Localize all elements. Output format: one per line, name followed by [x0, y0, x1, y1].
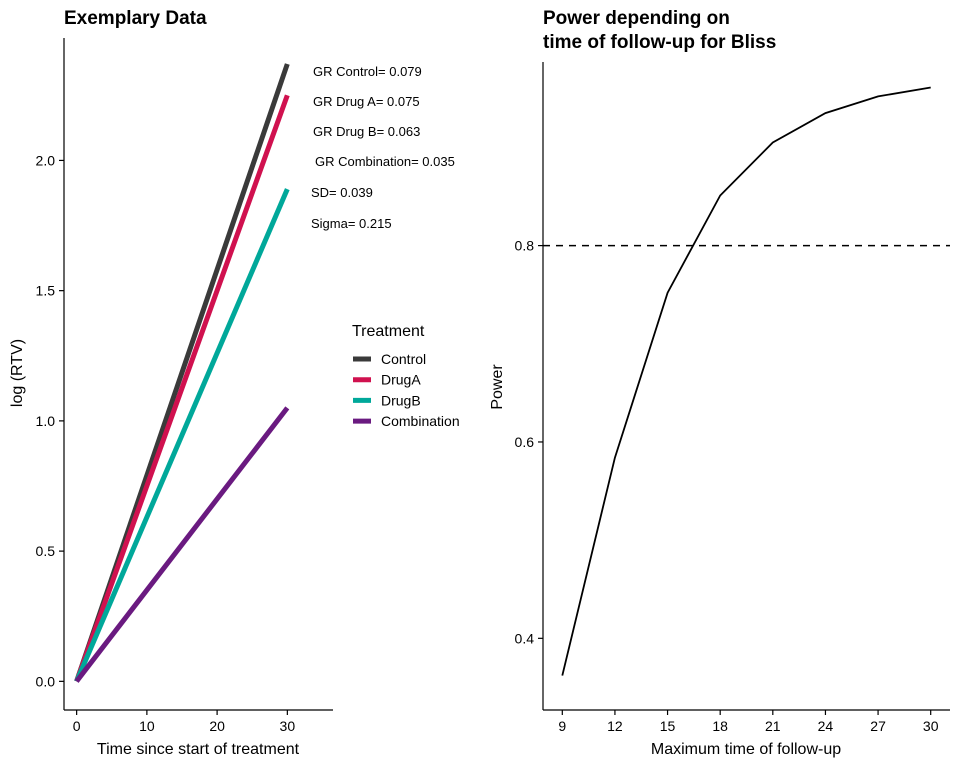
annotation-gr-drug-b: GR Drug B= 0.063: [313, 124, 420, 139]
annotation-sigma: Sigma= 0.215: [311, 216, 392, 231]
panel2-y-ticks: 0.4 0.6 0.8: [515, 238, 543, 646]
panel-power: Power depending on time of follow-up for…: [489, 8, 950, 758]
panel2-x-tick-label: 18: [712, 718, 728, 734]
annotation-gr-control: GR Control= 0.079: [313, 64, 422, 79]
panel1-y-tick-label: 2.0: [36, 152, 56, 168]
legend-label-control: Control: [381, 351, 426, 367]
panel1-y-tick-label: 0.0: [36, 673, 56, 689]
annotation-gr-combination: GR Combination= 0.035: [315, 154, 455, 169]
panel1-series-lines: [74, 63, 290, 683]
series-line-druga: [74, 94, 290, 683]
annotation-gr-drug-a: GR Drug A= 0.075: [313, 94, 420, 109]
panel2-x-ticks: 9 12 15 18 21 24 27 30: [558, 710, 939, 734]
panel1-x-tick-label: 0: [73, 718, 81, 734]
panel2-x-axis-title: Maximum time of follow-up: [651, 741, 841, 758]
legend-label-combination: Combination: [381, 413, 460, 429]
legend-title: Treatment: [352, 323, 425, 340]
panel1-y-tick-label: 1.5: [36, 283, 56, 299]
panel1-y-tick-label: 0.5: [36, 543, 56, 559]
series-line-combination: [74, 406, 290, 683]
panel2-title: Power depending on time of follow-up for…: [543, 8, 776, 53]
panel2-x-tick-label: 30: [923, 718, 939, 734]
panel2-y-tick-label: 0.8: [515, 238, 535, 254]
panel2-title-line-1: Power depending on: [543, 8, 730, 29]
panel2-x-tick-label: 15: [660, 718, 676, 734]
panel1-x-tick-label: 10: [139, 718, 155, 734]
panel2-y-axis-title: Power: [489, 364, 506, 410]
panel1-x-ticks: 0 10 20 30: [73, 710, 296, 734]
panel2-series-lines: [561, 86, 931, 676]
panel1-annotations: GR Control= 0.079 GR Drug A= 0.075 GR Dr…: [311, 64, 455, 231]
panel1-x-tick-label: 20: [209, 718, 225, 734]
series-line-power: [561, 86, 931, 676]
panel1-y-tick-label: 1.0: [36, 413, 56, 429]
panel2-title-line-2: time of follow-up for Bliss: [543, 32, 776, 53]
panel1-x-axis-title: Time since start of treatment: [97, 741, 300, 758]
panel-exemplary-data: Exemplary Data 0.0 0.5 1.0 1.5 2.0 0 10 20 30 l…: [9, 8, 460, 758]
panel1-y-ticks: 0.0 0.5 1.0 1.5 2.0: [36, 152, 64, 689]
panel1-y-axis-title: log (RTV): [9, 339, 26, 407]
legend: Treatment Control DrugA DrugB Combination: [352, 323, 460, 429]
panel2-x-tick-label: 27: [870, 718, 886, 734]
panel1-title: Exemplary Data: [64, 8, 207, 29]
panel2-x-tick-label: 9: [558, 718, 566, 734]
panel2-x-tick-label: 24: [818, 718, 834, 734]
annotation-sd: SD= 0.039: [311, 185, 373, 200]
panel2-x-tick-label: 12: [607, 718, 623, 734]
legend-label-druga: DrugA: [381, 372, 421, 388]
series-line-drugb: [74, 188, 290, 683]
legend-items: Control DrugA DrugB Combination: [353, 351, 460, 429]
panel2-y-tick-label: 0.4: [515, 630, 535, 646]
panel1-x-tick-label: 30: [280, 718, 296, 734]
panel2-x-tick-label: 21: [765, 718, 781, 734]
panel2-y-tick-label: 0.6: [515, 434, 535, 450]
legend-label-drugb: DrugB: [381, 392, 421, 408]
